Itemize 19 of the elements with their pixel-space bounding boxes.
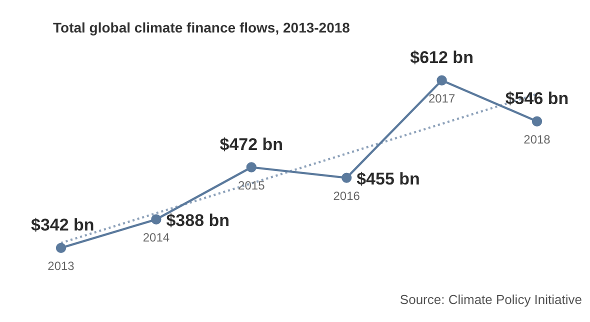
data-label: $455 bn — [356, 170, 420, 188]
x-tick-label: 2016 — [333, 189, 360, 204]
x-tick-label: 2013 — [48, 259, 75, 274]
x-tick-label: 2018 — [524, 132, 551, 147]
point — [246, 162, 256, 172]
source-note: Source: Climate Policy Initiative — [398, 292, 582, 307]
x-tick-label: 2017 — [428, 92, 456, 106]
point — [151, 214, 162, 224]
data-label: $546 bn — [505, 89, 569, 108]
x-tick-label: 2014 — [142, 230, 170, 245]
chart-title: Total global climate finance flows, 2013-2018 — [53, 19, 350, 36]
point — [342, 172, 352, 183]
data-label: $612 bn — [410, 48, 474, 68]
point — [532, 116, 542, 126]
data-label: $388 bn — [166, 211, 230, 230]
point — [56, 242, 66, 254]
data-label: $472 bn — [220, 134, 284, 154]
data-label: $342 bn — [31, 216, 94, 235]
point — [436, 75, 447, 86]
